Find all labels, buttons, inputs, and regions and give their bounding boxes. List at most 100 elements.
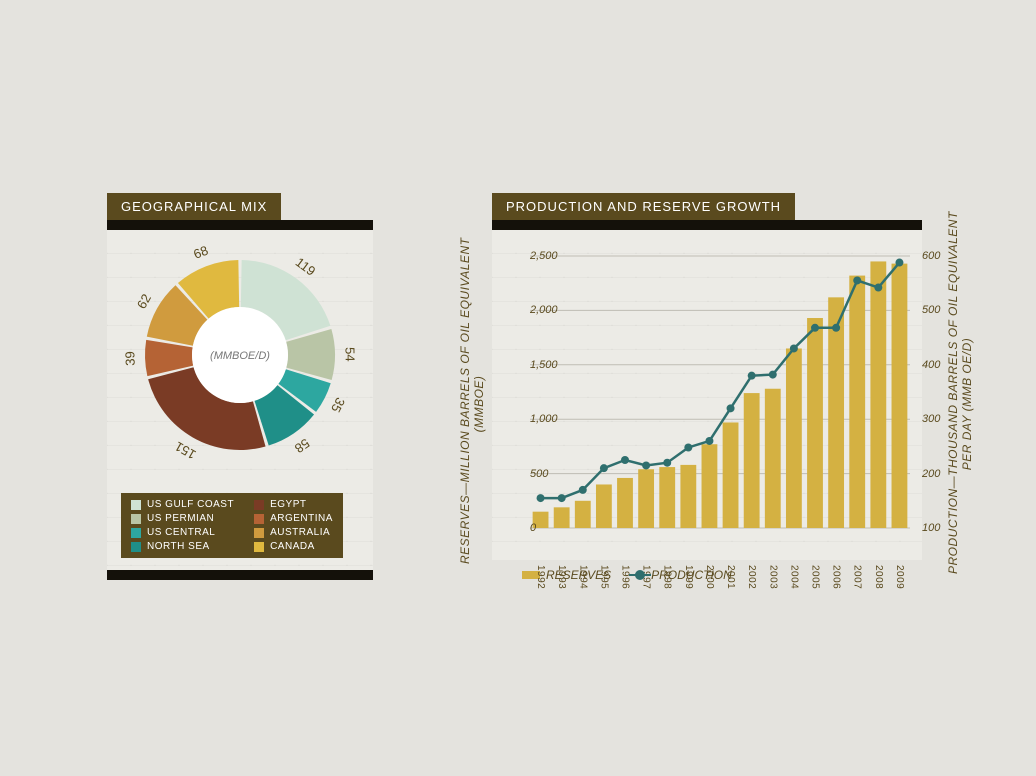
production-marker xyxy=(769,371,777,379)
combo-black-bar xyxy=(492,220,922,230)
legend-swatch xyxy=(254,514,264,524)
donut-legend-item: US GULF COAST xyxy=(131,499,234,510)
xtick: 1995 xyxy=(598,560,609,589)
donut-title-bar: GEOGRAPHICAL MIX xyxy=(107,193,373,220)
xtick: 1992 xyxy=(535,560,546,589)
reserve-bar xyxy=(849,276,865,528)
ytick-left: 1,500 xyxy=(530,359,536,371)
production-marker xyxy=(811,324,819,332)
reserve-bar xyxy=(617,478,633,528)
xtick: 2005 xyxy=(810,560,821,589)
xtick: 1998 xyxy=(662,560,673,589)
legend-swatch xyxy=(131,500,141,510)
combo-right-axis-label: PRODUCTION—THOUSAND BARRELS OF OIL EQUIV… xyxy=(946,234,974,574)
production-marker xyxy=(748,372,756,380)
production-marker xyxy=(705,437,713,445)
donut-value-label: 151 xyxy=(172,439,198,463)
xtick: 2003 xyxy=(767,560,778,589)
xtick: 2008 xyxy=(873,560,884,589)
reserve-bar xyxy=(870,261,886,528)
reserve-bar xyxy=(828,297,844,528)
donut-legend-item: AUSTRALIA xyxy=(254,527,333,538)
donut-legend-item: EGYPT xyxy=(254,499,333,510)
donut-legend-item: CANADA xyxy=(254,541,333,552)
legend-swatch xyxy=(254,542,264,552)
donut-legend: US GULF COAST US PERMIAN US CENTRAL NORTH S… xyxy=(121,493,343,558)
donut-svg: 119543558151396268(MMBOE/D) xyxy=(107,230,373,490)
ytick-right: 100 xyxy=(916,522,922,534)
legend-swatch xyxy=(131,542,141,552)
combo-title: PRODUCTION AND RESERVE GROWTH xyxy=(492,193,795,220)
combo-title-bar: PRODUCTION AND RESERVE GROWTH xyxy=(492,193,922,220)
legend-swatch xyxy=(254,528,264,538)
legend-swatch xyxy=(254,500,264,510)
donut-center-label: (MMBOE/D) xyxy=(210,350,270,362)
reserve-bar xyxy=(892,264,908,528)
reserve-bar xyxy=(659,467,675,528)
donut-title: GEOGRAPHICAL MIX xyxy=(107,193,281,220)
legend-label: EGYPT xyxy=(270,499,306,510)
production-marker xyxy=(874,284,882,292)
legend-label: US CENTRAL xyxy=(147,527,215,538)
ytick-right: 400 xyxy=(916,359,922,371)
ytick-left: 2,500 xyxy=(530,250,536,262)
ytick-right: 300 xyxy=(916,413,922,425)
donut-value-label: 35 xyxy=(328,395,348,415)
donut-black-bar-bottom xyxy=(107,570,373,580)
production-marker xyxy=(684,443,692,451)
donut-legend-item: US CENTRAL xyxy=(131,527,234,538)
production-marker xyxy=(853,276,861,284)
legend-label: NORTH SEA xyxy=(147,541,210,552)
production-marker xyxy=(895,259,903,267)
xtick: 2006 xyxy=(831,560,842,589)
production-marker xyxy=(579,486,587,494)
production-line xyxy=(541,263,900,499)
donut-value-label: 58 xyxy=(292,436,312,457)
production-marker xyxy=(558,494,566,502)
combo-left-axis-label: RESERVES—MILLION BARRELS OF OIL EQUIVALE… xyxy=(458,244,486,564)
donut-value-label: 119 xyxy=(293,254,319,278)
donut-value-label: 68 xyxy=(191,243,210,262)
ytick-left: 2,000 xyxy=(530,304,536,316)
ytick-right: 200 xyxy=(916,468,922,480)
donut-black-bar xyxy=(107,220,373,230)
combo-body: 05001,0001,5002,0002,5001002003004005006… xyxy=(492,230,922,560)
xtick: 1994 xyxy=(577,560,588,589)
legend-label: CANADA xyxy=(270,541,315,552)
donut-body: 119543558151396268(MMBOE/D) US GULF COAS… xyxy=(107,230,373,570)
xtick: 1999 xyxy=(683,560,694,589)
xtick: 1993 xyxy=(556,560,567,589)
reserve-bar xyxy=(786,348,802,528)
production-marker xyxy=(642,461,650,469)
reserve-bar xyxy=(723,422,739,528)
legend-swatch xyxy=(131,514,141,524)
reserve-bar xyxy=(575,501,591,528)
ytick-right: 500 xyxy=(916,304,922,316)
reserve-bar xyxy=(765,389,781,528)
production-marker xyxy=(621,456,629,464)
production-marker xyxy=(727,404,735,412)
xtick: 2007 xyxy=(852,560,863,589)
production-marker xyxy=(600,464,608,472)
ytick-left: 500 xyxy=(530,468,536,480)
reserve-bar xyxy=(744,393,760,528)
xtick: 2002 xyxy=(746,560,757,589)
production-marker xyxy=(832,324,840,332)
reserve-bar xyxy=(554,507,570,528)
reserve-bar xyxy=(807,318,823,528)
legend-label: AUSTRALIA xyxy=(270,527,330,538)
production-marker xyxy=(663,459,671,467)
xtick: 2009 xyxy=(894,560,905,589)
donut-legend-item: US PERMIAN xyxy=(131,513,234,524)
ytick-left: 0 xyxy=(530,522,536,534)
donut-legend-item: NORTH SEA xyxy=(131,541,234,552)
ytick-left: 1,000 xyxy=(530,413,536,425)
xtick: 2001 xyxy=(725,560,736,589)
reserve-bar xyxy=(702,444,718,528)
legend-label: US GULF COAST xyxy=(147,499,234,510)
reserve-bar xyxy=(638,469,654,528)
production-marker xyxy=(537,494,545,502)
donut-panel: GEOGRAPHICAL MIX 119543558151396268(MMBO… xyxy=(107,193,373,580)
donut-legend-item: ARGENTINA xyxy=(254,513,333,524)
xtick: 2000 xyxy=(704,560,715,589)
